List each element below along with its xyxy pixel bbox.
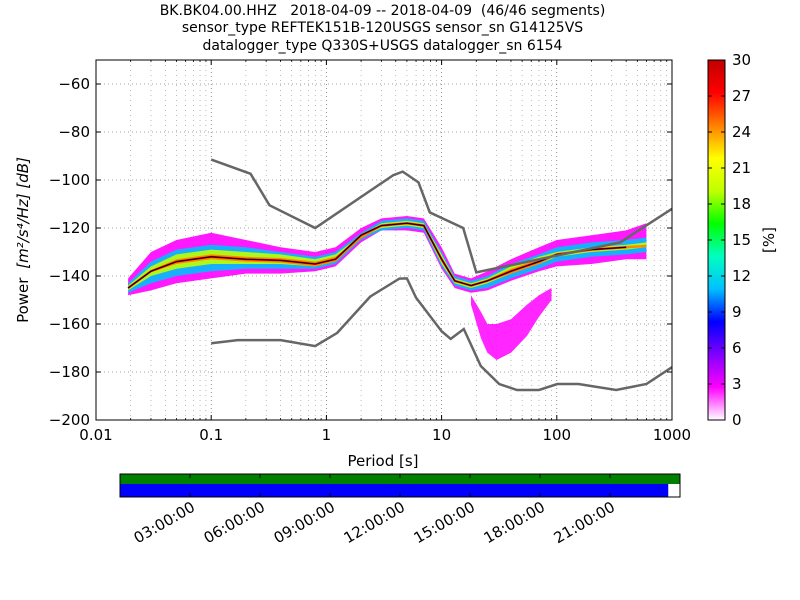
timeline-tick-label: 12:00:00 [341,498,408,547]
colorbar-tick-label: 12 [732,267,751,285]
timeline-label-group: 18:00:00 [481,498,548,547]
x-tick-label: 1000 [653,426,691,444]
y-tick-label: −160 [49,315,90,333]
y-tick-label: −140 [49,267,90,285]
timeline-tick-label: 03:00:00 [131,498,198,547]
x-axis: 0.01 0.1 1 10 100 1000 [79,60,691,444]
timeline-tick-label: 09:00:00 [271,498,338,547]
x-axis-label: Period [s] [347,452,418,470]
chart-title-line-2: sensor_type REFTEK151B-120USGS sensor_sn… [181,20,584,36]
probability-density [127,216,647,360]
colorbar-tick-label: 0 [732,411,742,429]
noise-models [210,158,673,392]
plot-frame [95,59,673,421]
colorbar-tick-label: 15 [732,231,751,249]
x-tick-label: 1 [322,426,332,444]
y-tick-label: −120 [49,219,90,237]
y-axis-label: Power [m²/s⁴/Hz] [dB] [14,157,32,323]
colorbar-label: [%] [760,227,778,253]
chart-title-line-3: datalogger_type Q330S+USGS datalogger_sn… [202,38,563,54]
x-tick-label: 100 [542,426,571,444]
colorbar: 0 3 6 9 12 15 18 21 24 27 30 [707,51,751,429]
colorbar-tick-label: 27 [732,87,751,105]
colorbar-tick-label: 21 [732,159,751,177]
colorbar-tick-label: 30 [732,51,751,69]
timeline-tick-label: 18:00:00 [481,498,548,547]
x-tick-label: 10 [432,426,451,444]
colorbar-tick-label: 18 [732,195,751,213]
timeline-tick-label: 06:00:00 [201,498,268,547]
colorbar-tick-label: 6 [732,339,742,357]
timeline-tick-label: 21:00:00 [551,498,618,547]
colorbar-tick-label: 3 [732,375,742,393]
timeline-label-group: 12:00:00 [341,498,408,547]
density-mode-core [127,222,627,289]
timeline-label-group: 15:00:00 [411,498,478,547]
density-band-1 [128,218,647,293]
x-tick-label: 0.1 [199,426,223,444]
y-tick-label: −100 [49,171,90,189]
density-band-2 [128,220,647,291]
y-axis-label-text: Power [14,277,32,323]
timeline-label-group: 21:00:00 [551,498,618,547]
noise-model-low [211,277,673,392]
y-tick-label: −80 [58,123,90,141]
chart-title-line-1: BK.BK04.00.HHZ 2018-04-09 -- 2018-04-09 … [159,3,606,19]
y-tick-label: −200 [49,411,90,429]
timeline-tick-label: 15:00:00 [411,498,478,547]
coverage-bar [120,474,680,484]
time-coverage-bar: 03:00:00 06:00:00 09:00:00 12:00:00 15:00:00… [119,473,681,547]
timeline-label-group: 09:00:00 [271,498,338,547]
noise-model-high [210,158,673,274]
colorbar-tick-label: 24 [732,123,751,141]
density-outlier-band [471,288,552,360]
used-bar [120,484,669,497]
x-tick-label: 0.01 [79,426,112,444]
y-tick-label: −60 [58,75,90,93]
timeline-label-group: 03:00:00 [131,498,198,547]
plot-border [95,59,673,421]
y-tick-label: −180 [49,363,90,381]
y-axis: −60 −80 −100 −120 −140 −160 −180 −200 [49,75,672,429]
y-axis-label-units: [m²/s⁴/Hz] [dB] [14,157,32,269]
timeline-label-group: 06:00:00 [201,498,268,547]
colorbar-tick-label: 9 [732,303,742,321]
